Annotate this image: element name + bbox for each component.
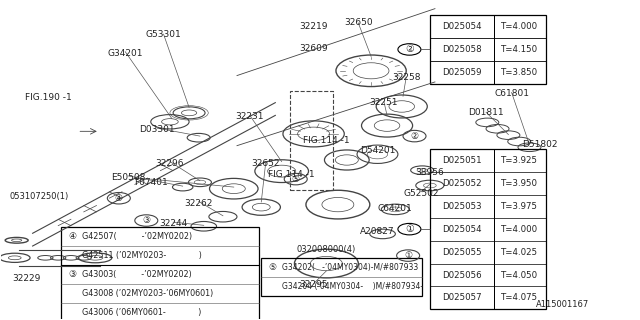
Text: D025053: D025053 <box>442 202 481 211</box>
Text: FIG.114 -1: FIG.114 -1 <box>268 170 315 179</box>
Text: A20827: A20827 <box>360 227 395 236</box>
Text: D01811: D01811 <box>468 108 504 117</box>
Text: D025054: D025054 <box>442 225 481 234</box>
Text: D025051: D025051 <box>442 156 481 165</box>
Text: D025052: D025052 <box>442 179 481 188</box>
Text: E50508: E50508 <box>111 173 146 182</box>
Text: FIG.190 -1: FIG.190 -1 <box>25 93 72 102</box>
Text: 32229: 32229 <box>12 274 40 283</box>
Text: A115001167: A115001167 <box>536 300 589 308</box>
Text: ③: ③ <box>142 216 150 225</box>
Text: 32609: 32609 <box>300 44 328 53</box>
Text: 053107250(1): 053107250(1) <box>10 192 68 201</box>
Text: D025059: D025059 <box>442 68 481 77</box>
Text: 32219: 32219 <box>300 22 328 31</box>
Text: 32244: 32244 <box>159 219 188 228</box>
Text: T=4.150: T=4.150 <box>501 45 538 54</box>
Text: T=4.050: T=4.050 <box>501 270 538 279</box>
Text: 032008000(4): 032008000(4) <box>297 245 356 254</box>
Text: 32231: 32231 <box>236 113 264 122</box>
Text: 38956: 38956 <box>415 168 444 177</box>
Text: D025057: D025057 <box>442 293 481 302</box>
Text: FIG.114 -1: FIG.114 -1 <box>303 136 349 145</box>
Text: D51802: D51802 <box>523 140 558 149</box>
Text: D025058: D025058 <box>442 45 481 54</box>
Text: 32652: 32652 <box>252 159 280 168</box>
Text: G43003(          -’02MY0202): G43003( -’02MY0202) <box>82 270 191 279</box>
Text: ③: ③ <box>68 270 77 279</box>
Text: D025054: D025054 <box>442 22 481 31</box>
Text: T=4.000: T=4.000 <box>501 225 538 234</box>
Text: T=4.025: T=4.025 <box>501 248 538 257</box>
Text: G52502: G52502 <box>403 189 438 198</box>
Text: G43006 (’06MY0601-             ): G43006 (’06MY0601- ) <box>82 308 201 317</box>
Text: G34201: G34201 <box>108 49 143 58</box>
Text: 32295: 32295 <box>300 280 328 289</box>
Text: D03301: D03301 <box>140 125 175 134</box>
Text: ④: ④ <box>68 232 77 241</box>
Text: G53301: G53301 <box>146 30 181 39</box>
Text: 32296: 32296 <box>156 159 184 168</box>
Text: 32258: 32258 <box>392 73 420 82</box>
Text: G42507(          -’02MY0202): G42507( -’02MY0202) <box>82 232 192 241</box>
Text: G43008 (’02MY0203-’06MY0601): G43008 (’02MY0203-’06MY0601) <box>82 289 213 298</box>
Text: ①: ① <box>405 224 414 234</box>
Text: T=3.850: T=3.850 <box>501 68 538 77</box>
Text: ⑤: ⑤ <box>292 175 300 184</box>
Text: G34202(   -’04MY0304)-M/#807933: G34202( -’04MY0304)-M/#807933 <box>282 263 418 272</box>
Text: ⑤: ⑤ <box>269 263 277 272</box>
Text: C61801: C61801 <box>494 89 529 98</box>
Text: ②: ② <box>405 44 414 54</box>
Text: G34204 (’04MY0304-    )M/#807934-: G34204 (’04MY0304- )M/#807934- <box>282 282 423 291</box>
Text: F07401: F07401 <box>134 178 168 187</box>
Text: D54201: D54201 <box>360 146 395 155</box>
Text: C64201: C64201 <box>378 204 413 213</box>
Text: T=4.000: T=4.000 <box>501 22 538 31</box>
Text: D025056: D025056 <box>442 270 481 279</box>
Text: T=3.950: T=3.950 <box>501 179 538 188</box>
Text: 32262: 32262 <box>184 198 213 207</box>
Text: T=4.075: T=4.075 <box>501 293 538 302</box>
Text: D025055: D025055 <box>442 248 481 257</box>
Text: T=3.975: T=3.975 <box>501 202 538 211</box>
Text: ④: ④ <box>115 194 123 203</box>
Text: 32650: 32650 <box>344 19 372 28</box>
Text: ②: ② <box>410 132 419 140</box>
Text: ①: ① <box>404 251 412 260</box>
Text: G42511 (’02MY0203-             ): G42511 (’02MY0203- ) <box>82 251 202 260</box>
Text: T=3.925: T=3.925 <box>501 156 538 165</box>
Text: 32251: 32251 <box>370 98 398 107</box>
